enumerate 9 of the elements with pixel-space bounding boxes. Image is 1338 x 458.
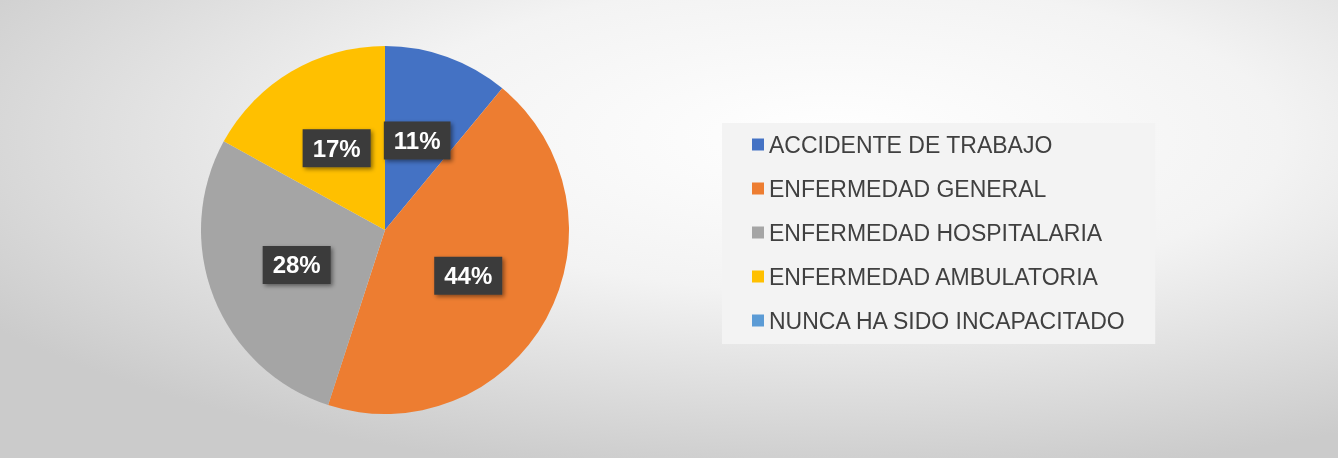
data-label: 44% <box>444 262 493 290</box>
legend-label: ENFERMEDAD HOSPITALARIA <box>769 219 1103 246</box>
legend-label: NUNCA HA SIDO INCAPACITADO <box>769 307 1125 334</box>
data-label: 17% <box>312 134 361 162</box>
data-label: 28% <box>272 251 321 279</box>
legend-label: ENFERMEDAD AMBULATORIA <box>769 263 1099 290</box>
legend-label: ACCIDENTE DE TRABAJO <box>769 131 1053 158</box>
data-label: 11% <box>393 127 441 155</box>
legend-label: ENFERMEDAD GENERAL <box>769 175 1047 202</box>
